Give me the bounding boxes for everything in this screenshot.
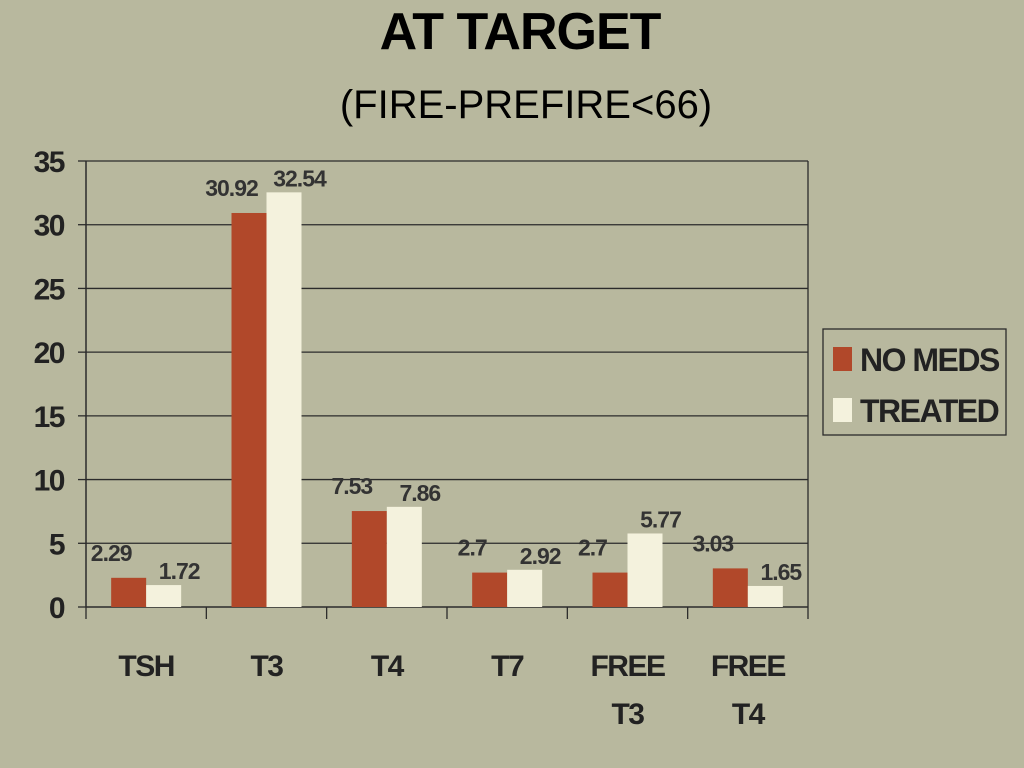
bar-no-meds [592,572,628,607]
data-label: 3.03 [692,530,733,556]
legend-label: TREATED [860,393,999,429]
data-label: 2.29 [91,540,132,566]
legend-swatch [833,398,852,422]
y-tick-label: 10 [34,465,65,498]
y-tick-label: 35 [34,146,65,179]
bar-treated [386,506,422,607]
data-label: 30.92 [205,175,258,201]
bar-no-meds [111,577,147,607]
data-label: 5.77 [640,506,681,532]
y-tick-label: 25 [34,273,65,306]
y-tick-label: 15 [34,401,65,434]
x-category-label: FREE [590,650,665,683]
data-label: 7.53 [331,473,372,499]
x-category-label: T3 [611,698,644,731]
x-category-label: T4 [371,650,405,683]
x-category-label: TSH [118,650,174,683]
legend-label: NO MEDS [860,342,1000,378]
bar-treated [627,533,663,607]
data-label: 2.7 [458,535,487,561]
data-label: 2.92 [520,543,561,569]
bar-treated [747,585,783,607]
data-label: 1.65 [760,559,802,585]
bar-treated [507,569,543,607]
chart-subtitle: (FIRE-PREFIRE<66) [339,83,713,127]
x-category-label: FREE [711,650,786,683]
bar-no-meds [472,572,508,607]
x-category-label: T3 [250,650,283,683]
bar-no-meds [712,568,748,607]
chart-title: AT TARGET [379,3,662,61]
x-category-label: T7 [491,650,524,683]
data-label: 1.72 [159,558,200,584]
bar-no-meds [231,212,267,608]
bar-treated [146,585,182,607]
x-category-label: T4 [732,698,766,731]
bar-no-meds [351,511,387,607]
legend-box [822,328,1007,436]
bar-treated [266,192,302,608]
data-label: 32.54 [273,165,327,191]
legend-swatch [833,347,852,371]
data-label: 7.86 [399,480,440,506]
y-tick-label: 0 [49,592,65,625]
y-tick-label: 30 [34,210,65,243]
y-tick-label: 5 [49,528,65,561]
data-label: 2.7 [578,535,607,561]
y-tick-label: 20 [34,337,65,370]
